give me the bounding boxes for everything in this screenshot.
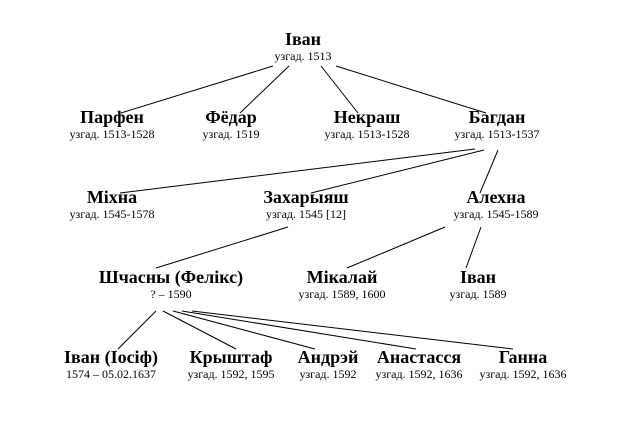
person-dates: узгад. 1513 xyxy=(274,49,332,63)
person-dates: узгад. 1519 xyxy=(202,127,260,141)
person-dates: узгад. 1592 xyxy=(299,367,357,381)
person-name: Парфен xyxy=(80,107,144,127)
person-dates: узгад. 1592, 1636 xyxy=(375,367,463,381)
person-dates: ? – 1590 xyxy=(150,287,192,301)
link-alekhna-to-mikalai xyxy=(346,226,446,269)
person-name: Іван xyxy=(284,29,322,49)
link-bahdan-to-zakharyash xyxy=(310,149,485,194)
link-bahdan-to-alekhna xyxy=(479,149,499,194)
person-dates: узгад. 1592, 1636 xyxy=(479,367,567,381)
person-ivan-iosif: Іван (Іосіф) 1574 – 05.02.1637 xyxy=(64,347,158,382)
person-name: Ганна xyxy=(498,347,548,367)
person-mikalai: Мікалай узгад. 1589, 1600 xyxy=(298,267,385,302)
person-parfen: Парфен узгад. 1513-1528 xyxy=(69,107,154,142)
person-ivan-root: Іван узгад. 1513 xyxy=(274,29,331,64)
person-name: Фёдар xyxy=(205,107,257,127)
link-shchasny-to-anastasia xyxy=(181,310,417,350)
person-andrei: Андрэй узгад. 1592 xyxy=(298,347,359,382)
person-nekrash: Некраш узгад. 1513-1528 xyxy=(324,107,409,142)
person-dates: узгад. 1589 xyxy=(449,287,507,301)
person-dates: узгад. 1592, 1595 xyxy=(187,367,275,381)
person-dates: узгад. 1513-1528 xyxy=(69,127,155,141)
person-name: Шчасны (Фелікс) xyxy=(98,267,244,287)
person-shchasny: Шчасны (Фелікс)? – 1590 xyxy=(99,267,243,302)
person-dates: узгад. 1545-1578 xyxy=(69,207,155,221)
link-bahdan-to-mikhna xyxy=(119,148,476,194)
person-name: Іван xyxy=(459,267,497,287)
link-ivan-root-to-nekrash xyxy=(320,65,359,114)
person-anastasia: Анастасся узгад. 1592, 1636 xyxy=(375,347,462,382)
person-name: Алехна xyxy=(466,187,526,207)
link-ivan-root-to-bahdan xyxy=(335,65,487,114)
person-name: Крыштаф xyxy=(189,347,273,367)
person-name: Іван (Іосіф) xyxy=(63,347,159,367)
link-shchasny-to-kryshtaf xyxy=(162,310,237,350)
person-dates: узгад. 1513-1528 xyxy=(324,127,410,141)
person-dates: узгад. 1589, 1600 xyxy=(298,287,386,301)
link-shchasny-to-andrei xyxy=(172,310,316,350)
person-dates: узгад. 1545-1589 xyxy=(453,207,539,221)
person-mikhna: Міхна узгад. 1545-1578 xyxy=(69,187,154,222)
person-name: Андрэй xyxy=(297,347,359,367)
link-alekhna-to-ivan-alekhna xyxy=(465,226,482,269)
person-dates: 1574 – 05.02.1637 xyxy=(65,367,156,381)
person-name: Мікалай xyxy=(306,267,378,287)
person-dates: узгад. 1545 [12] xyxy=(265,207,347,221)
person-zakharyash: Захарыяш узгад. 1545 [12] xyxy=(263,187,348,222)
person-name: Некраш xyxy=(333,107,401,127)
person-fiodar: Фёдар узгад. 1519 xyxy=(202,107,259,142)
person-dates: узгад. 1513-1537 xyxy=(454,127,540,141)
person-bahdan: Багдан узгад. 1513-1537 xyxy=(454,107,539,142)
link-shchasny-to-ivan-iosif xyxy=(117,310,157,350)
person-name: Анастасся xyxy=(376,347,462,367)
link-zakharyash-to-shchasny xyxy=(155,226,289,269)
link-shchasny-to-hanna xyxy=(191,310,514,350)
person-name: Міхна xyxy=(86,187,138,207)
person-hanna: Ганна узгад. 1592, 1636 xyxy=(479,347,566,382)
person-kryshtaf: Крыштаф узгад. 1592, 1595 xyxy=(187,347,274,382)
person-name: Захарыяш xyxy=(263,187,349,207)
person-alekhna: Алехна узгад. 1545-1589 xyxy=(453,187,538,222)
person-ivan-alekhna: Іван узгад. 1589 xyxy=(449,267,506,302)
link-ivan-root-to-parfen xyxy=(120,65,274,114)
link-ivan-root-to-fiodar xyxy=(239,65,290,114)
person-name: Багдан xyxy=(468,107,526,127)
